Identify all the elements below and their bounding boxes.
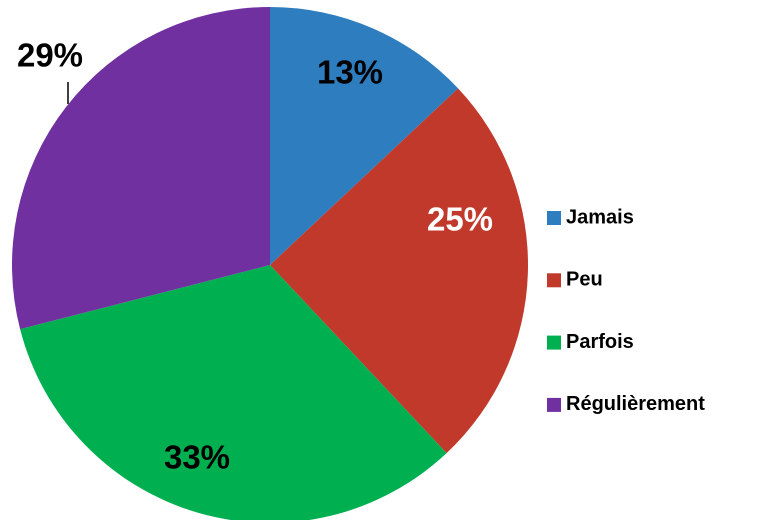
legend-label: Régulièrement [566,393,705,415]
pie-slice [11,7,270,330]
legend-label: Jamais [566,206,634,228]
pie-slice [270,88,528,454]
legend-swatch [547,335,561,350]
legend-label: Parfois [566,331,634,353]
legend-swatch [547,397,561,412]
data-label: 29% [17,37,83,74]
pie-slice [20,265,447,520]
pie-slice [270,7,459,265]
legend-swatch [547,273,561,288]
legend-swatch [547,211,561,225]
data-label: 25% [427,201,493,238]
data-label: 33% [164,439,230,476]
legend-label: Peu [566,269,603,291]
data-label: 13% [317,54,383,91]
